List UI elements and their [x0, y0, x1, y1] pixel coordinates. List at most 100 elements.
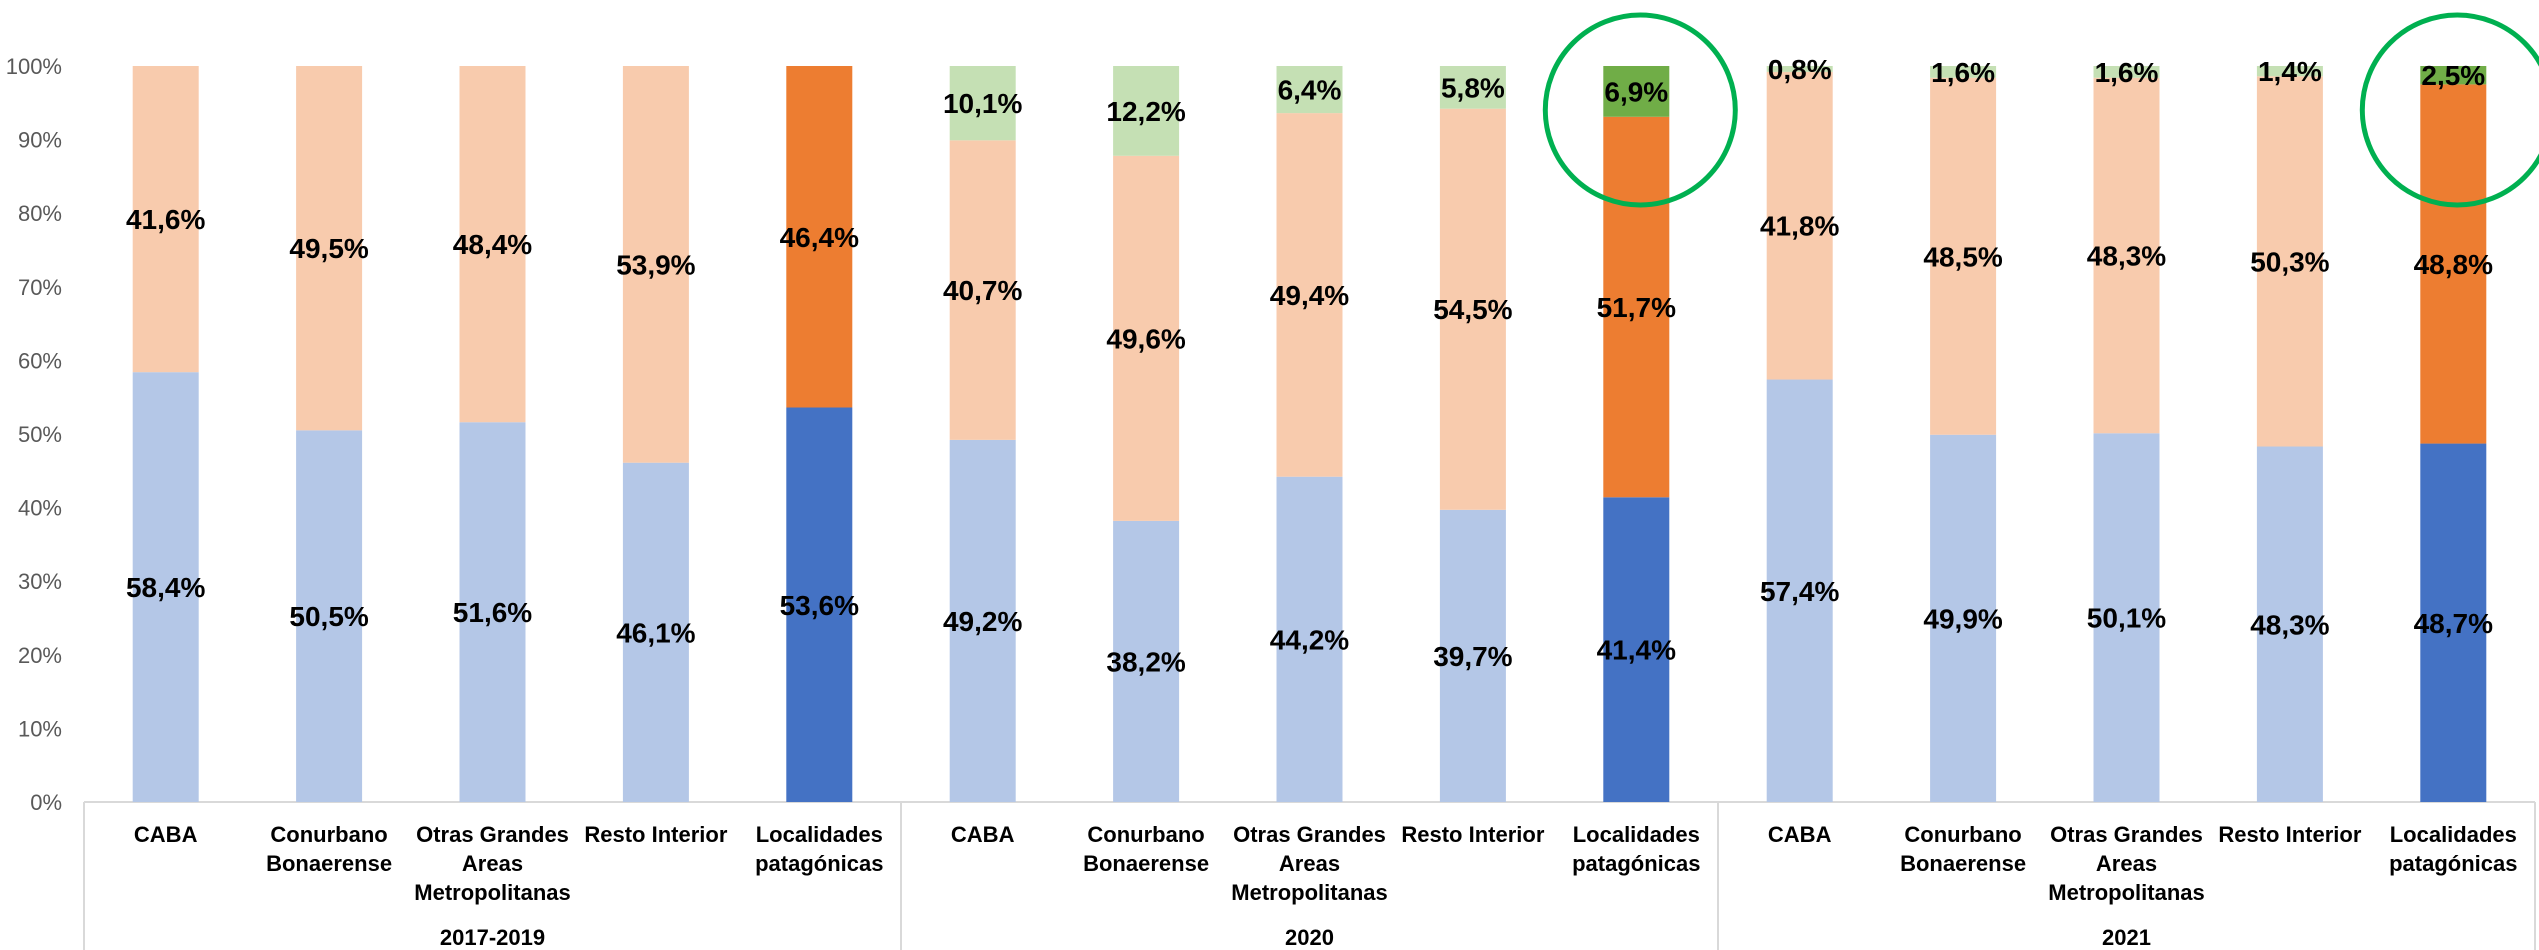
data-label: 6,9% — [1604, 76, 1668, 107]
y-tick-label: 80% — [18, 201, 62, 226]
bar-segment-bottom — [1603, 497, 1670, 802]
data-label: 48,3% — [2250, 609, 2329, 640]
data-label: 58,4% — [126, 572, 205, 603]
bar-segment-bottom — [459, 422, 526, 802]
category-label: Conurbano — [1087, 822, 1204, 847]
y-tick-label: 90% — [18, 128, 62, 153]
bar-segment-bottom — [1766, 379, 1833, 802]
bar-segment-top — [1113, 66, 1180, 156]
data-label: 41,8% — [1760, 211, 1839, 242]
data-label: 50,5% — [289, 601, 368, 632]
data-label: 12,2% — [1106, 96, 1185, 127]
data-label: 6,4% — [1278, 75, 1342, 106]
bar-segment-middle — [1113, 155, 1180, 521]
category-label: Otras Grandes — [1233, 822, 1386, 847]
bar-segment-middle — [622, 66, 689, 463]
category-label: CABA — [1768, 822, 1832, 847]
y-tick-label: 60% — [18, 348, 62, 373]
category-label: Areas — [1279, 851, 1340, 876]
bar-segment-top — [2420, 66, 2487, 85]
data-label: 54,5% — [1433, 294, 1512, 325]
data-label: 49,4% — [1270, 280, 1349, 311]
bar-segment-top — [2256, 66, 2323, 77]
category-label: Resto Interior — [1401, 822, 1544, 847]
category-label: Localidades — [756, 822, 883, 847]
category-label: Metropolitanas — [414, 880, 570, 905]
bar-segment-bottom — [949, 439, 1016, 802]
bar-segment-bottom — [1276, 476, 1343, 802]
bar-segment-bottom — [2093, 433, 2160, 802]
data-label: 48,7% — [2414, 608, 2493, 639]
category-label: patagónicas — [2389, 851, 2517, 876]
bar-segment-bottom — [786, 407, 853, 802]
category-label: patagónicas — [1572, 851, 1700, 876]
bar-segment-top — [1766, 66, 1833, 72]
data-label: 2,5% — [2421, 60, 2485, 91]
category-label: Metropolitanas — [2048, 880, 2204, 905]
category-label: Metropolitanas — [1231, 880, 1387, 905]
data-label: 48,8% — [2414, 249, 2493, 280]
data-label: 39,7% — [1433, 641, 1512, 672]
bar-segment-middle — [1603, 116, 1670, 498]
data-label: 10,1% — [943, 88, 1022, 119]
bar-segment-top — [1276, 66, 1343, 114]
bar-segment-top — [949, 66, 1016, 141]
bar-segment-middle — [2093, 77, 2160, 434]
bar-segment-middle — [296, 66, 363, 431]
highlight-circle — [2359, 12, 2539, 208]
data-label: 40,7% — [943, 275, 1022, 306]
data-label: 48,4% — [453, 229, 532, 260]
y-tick-label: 70% — [18, 275, 62, 300]
data-label: 49,6% — [1106, 323, 1185, 354]
bar-segment-bottom — [622, 462, 689, 802]
bar-segment-bottom — [2256, 446, 2323, 802]
bar-segment-middle — [949, 140, 1016, 440]
group-label: 2021 — [2102, 925, 2151, 950]
data-label: 53,6% — [780, 590, 859, 621]
bars-layer — [132, 66, 2487, 802]
bar-segment-top — [1603, 66, 1670, 117]
highlight-circle — [1542, 12, 1738, 208]
category-label: Localidades — [1573, 822, 1700, 847]
data-label: 0,8% — [1768, 54, 1832, 85]
bar-segment-bottom — [2420, 443, 2487, 802]
bar-segment-middle — [132, 66, 199, 373]
category-label: Bonaerense — [1083, 851, 1209, 876]
category-label: Conurbano — [270, 822, 387, 847]
category-label: Areas — [2096, 851, 2157, 876]
category-label: Localidades — [2390, 822, 2517, 847]
data-label: 5,8% — [1441, 72, 1505, 103]
bar-segment-middle — [1930, 77, 1997, 435]
bar-segment-middle — [2420, 84, 2487, 444]
bar-segment-bottom — [296, 430, 363, 802]
category-label: Resto Interior — [2218, 822, 2361, 847]
data-label: 57,4% — [1760, 576, 1839, 607]
y-tick-label: 100% — [6, 54, 62, 79]
y-tick-label: 0% — [30, 790, 62, 815]
data-label: 48,3% — [2087, 241, 2166, 272]
category-label: Otras Grandes — [416, 822, 569, 847]
data-label: 1,6% — [2095, 57, 2159, 88]
category-label: patagónicas — [755, 851, 883, 876]
bar-segment-middle — [1276, 113, 1343, 477]
bar-segment-middle — [786, 66, 853, 408]
data-label: 49,2% — [943, 606, 1022, 637]
category-label: Bonaerense — [266, 851, 392, 876]
bar-segment-middle — [1439, 108, 1506, 510]
annotation-layer — [1542, 12, 2539, 208]
data-label: 46,1% — [616, 617, 695, 648]
bar-segment-top — [2093, 66, 2160, 78]
data-label: 53,9% — [616, 249, 695, 280]
bar-segment-bottom — [132, 372, 199, 802]
category-label: Areas — [462, 851, 523, 876]
category-label: Conurbano — [1904, 822, 2021, 847]
y-tick-label: 20% — [18, 643, 62, 668]
bar-segment-bottom — [1930, 434, 1997, 802]
group-label: 2017-2019 — [440, 925, 545, 950]
bar-segment-middle — [459, 66, 526, 423]
labels-layer: 58,4% 41,6% 50,5% 49,5% 51,6% 48,4% 46,1% 53,9%… — [126, 54, 2493, 677]
data-label: 1,6% — [1931, 57, 1995, 88]
category-label: Bonaerense — [1900, 851, 2026, 876]
data-label: 48,5% — [1923, 241, 2002, 272]
